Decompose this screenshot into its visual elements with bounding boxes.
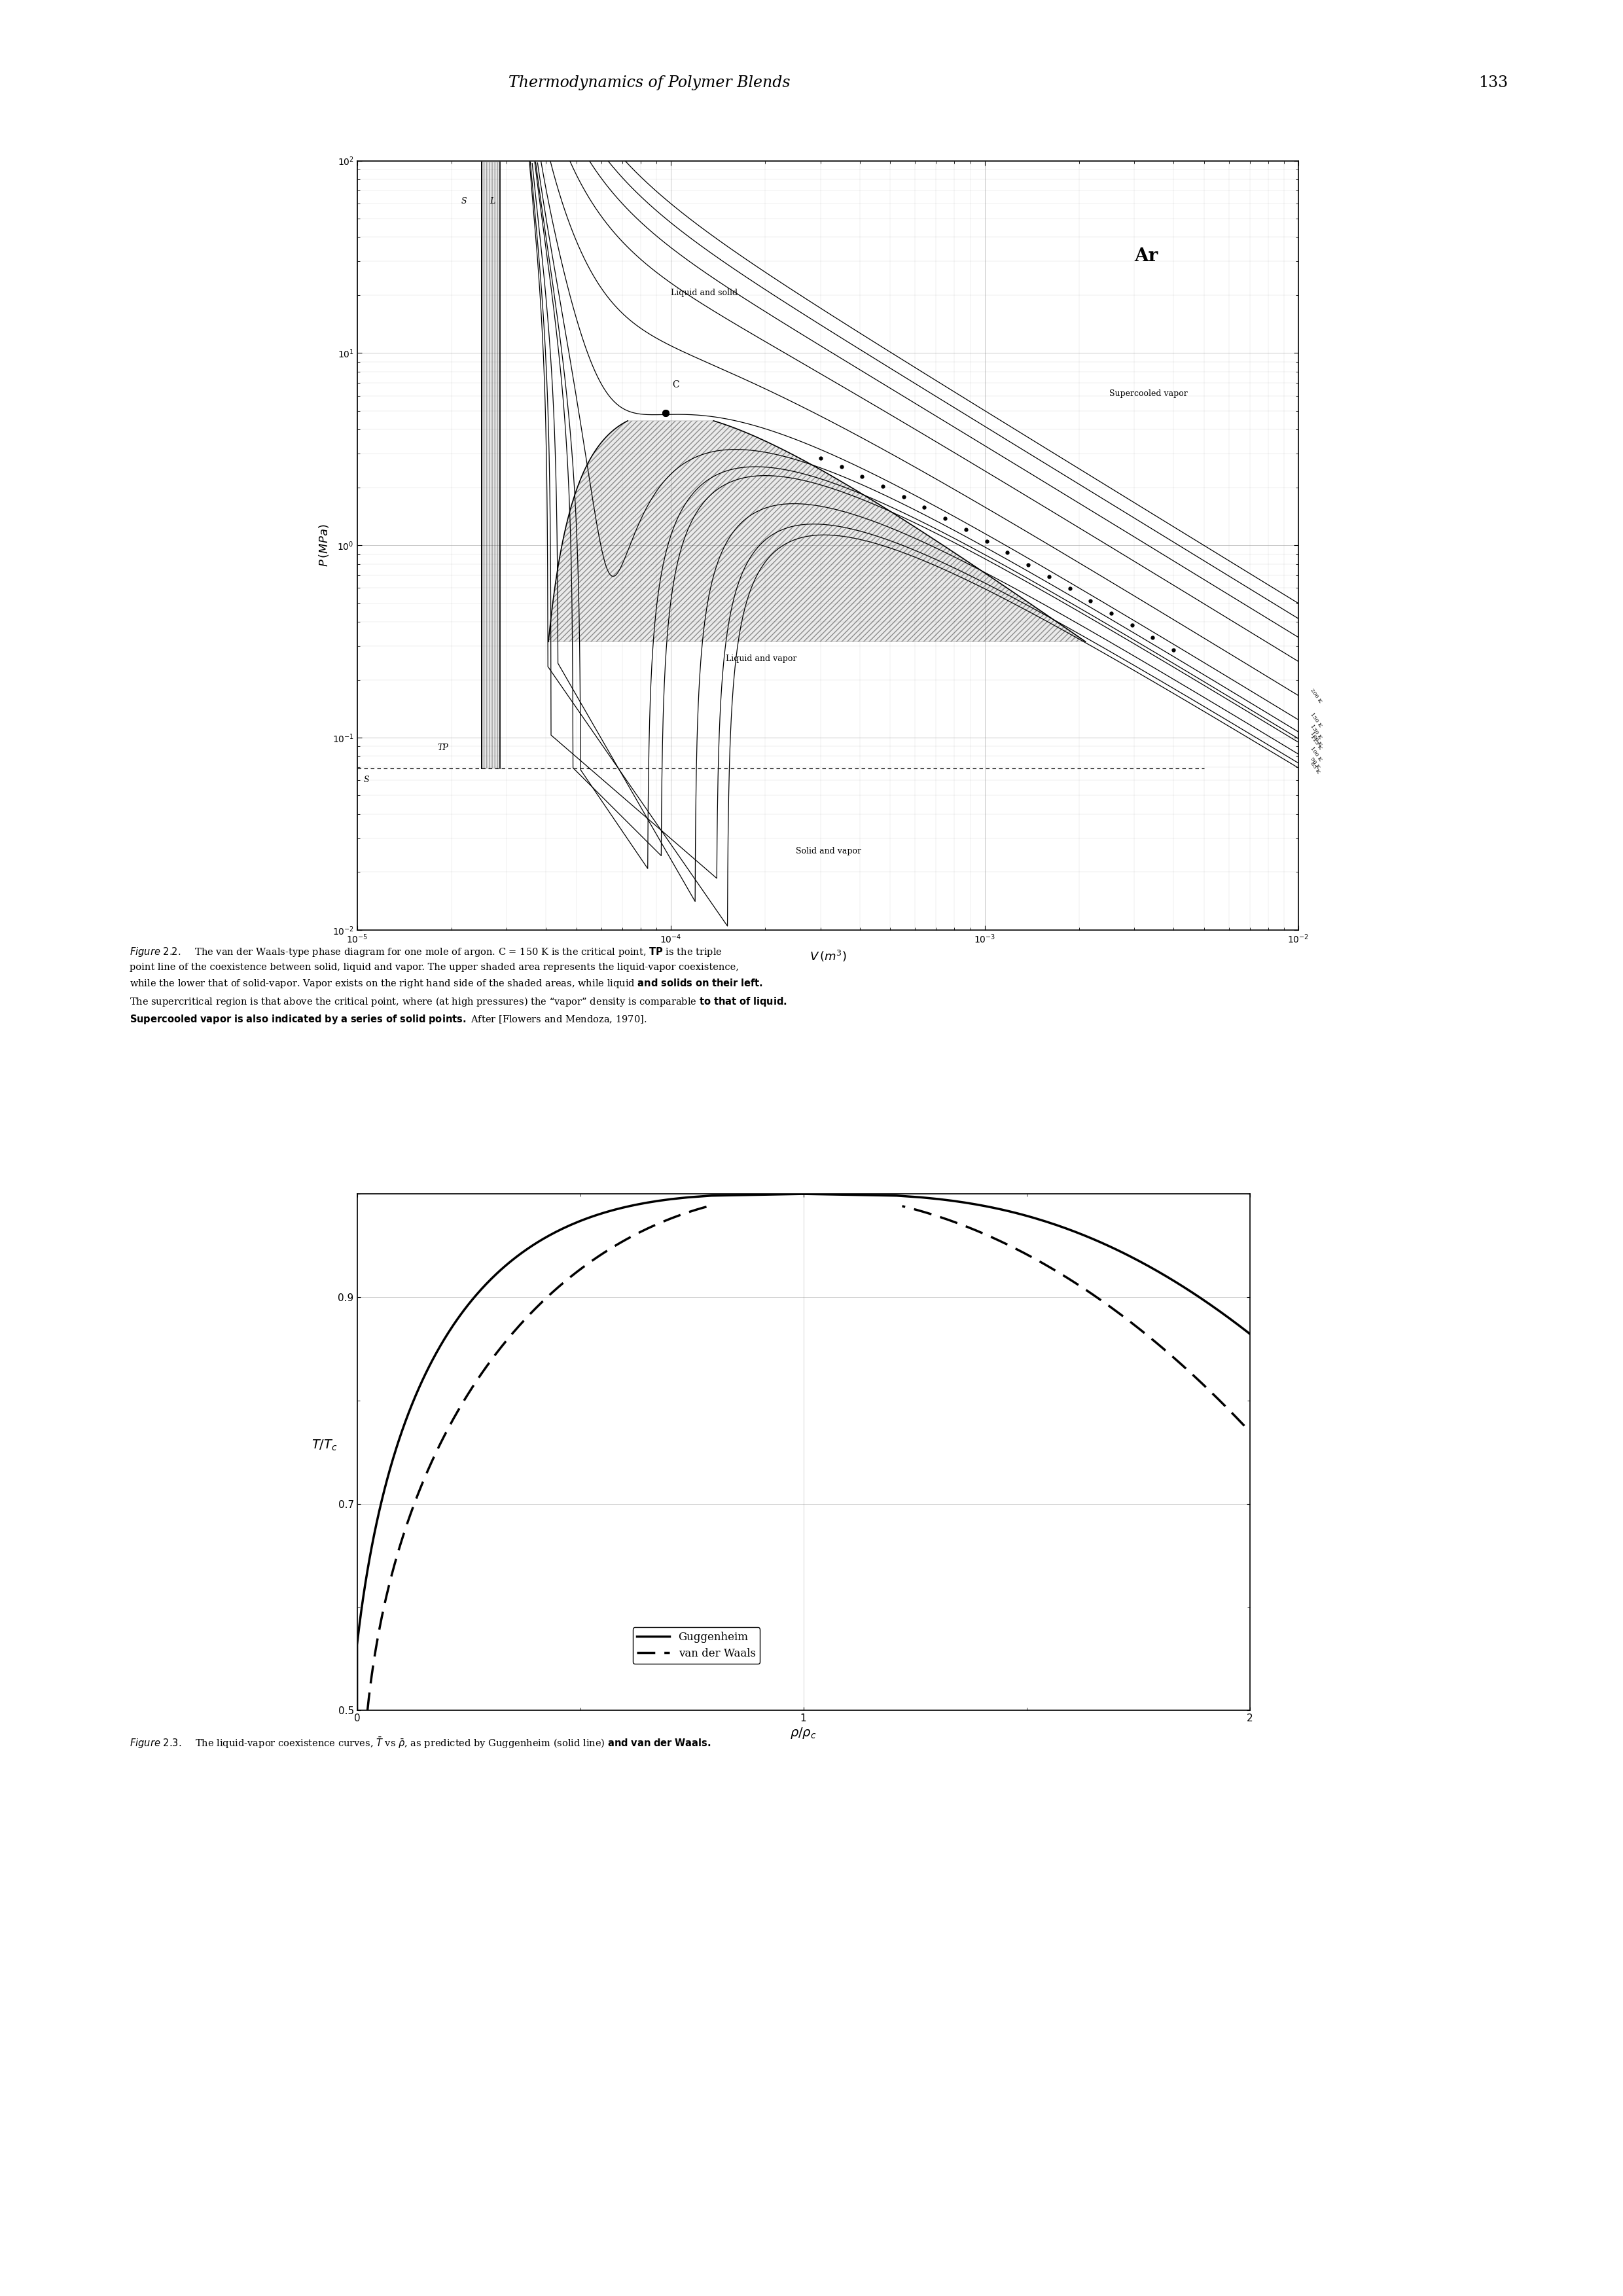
X-axis label: $V\,(m^3)$: $V\,(m^3)$ — [810, 948, 846, 964]
Text: 115 K: 115 K — [1308, 735, 1323, 751]
Y-axis label: $T/T_c$: $T/T_c$ — [312, 1437, 338, 1451]
Text: 133: 133 — [1479, 76, 1508, 90]
Text: 120 K: 120 K — [1308, 730, 1323, 746]
Text: 85 K: 85 K — [1308, 762, 1321, 774]
Text: 100 K: 100 K — [1308, 746, 1323, 762]
Text: 90 K: 90 K — [1308, 755, 1321, 769]
Text: Thermodynamics of Polymer Blends: Thermodynamics of Polymer Blends — [508, 76, 790, 90]
Text: 150 K: 150 K — [1308, 712, 1323, 728]
Text: TP: TP — [437, 744, 448, 753]
Text: L: L — [490, 197, 495, 204]
X-axis label: $\rho/\rho_c$: $\rho/\rho_c$ — [790, 1727, 816, 1740]
Text: Liquid and solid: Liquid and solid — [670, 289, 738, 296]
Text: 130 K: 130 K — [1308, 723, 1323, 739]
Polygon shape — [549, 420, 1086, 641]
Text: Supercooled vapor: Supercooled vapor — [1110, 388, 1188, 397]
Legend: Guggenheim, van der Waals: Guggenheim, van der Waals — [633, 1628, 760, 1665]
Text: $\it{Figure\ 2.3.}$    The liquid-vapor coexistence curves, $\bar{T}$ vs $\bar{\: $\it{Figure\ 2.3.}$ The liquid-vapor coe… — [130, 1736, 711, 1750]
Text: $\it{Figure\ 2.2.}$    The van der Waals-type phase diagram for one mole of argo: $\it{Figure\ 2.2.}$ The van der Waals-ty… — [130, 946, 787, 1026]
Text: C: C — [672, 381, 678, 390]
Text: S: S — [461, 197, 467, 204]
Text: Liquid and vapor: Liquid and vapor — [725, 654, 797, 664]
Text: Ar: Ar — [1134, 248, 1159, 266]
Polygon shape — [482, 163, 500, 769]
Y-axis label: $P\,(MPa)$: $P\,(MPa)$ — [316, 523, 331, 567]
Text: Solid and vapor: Solid and vapor — [795, 847, 862, 856]
Text: S: S — [364, 776, 370, 785]
Text: 200 K: 200 K — [1308, 687, 1323, 703]
